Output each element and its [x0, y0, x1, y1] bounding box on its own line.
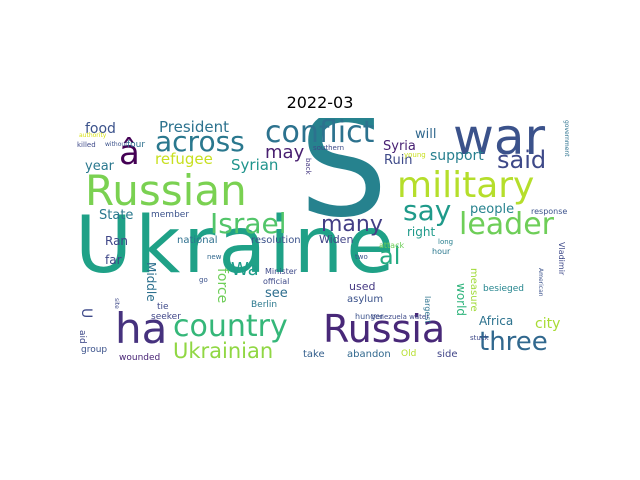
- chart-title: 2022-03: [286, 93, 354, 112]
- word-without: without: [105, 141, 128, 148]
- word-world: world: [454, 283, 468, 317]
- word-killed: killed: [77, 141, 96, 149]
- word-africa: Africa: [479, 314, 514, 328]
- word-right: right: [407, 225, 436, 239]
- word-asylum: asylum: [347, 294, 384, 305]
- word-syria: Syria: [383, 139, 416, 154]
- word-israel: Israel: [210, 207, 287, 240]
- word-hunger: hunger: [355, 312, 384, 321]
- word-s: S: [299, 118, 388, 249]
- word-venezuela-water: Venezuela water: [371, 313, 430, 321]
- word-russia: Russia: [323, 307, 446, 351]
- word-ruin: Ruin: [384, 153, 413, 168]
- word-four: four: [127, 140, 146, 150]
- word-will: will: [415, 127, 437, 142]
- word-seeker: seeker: [151, 312, 181, 322]
- word-official: official: [263, 277, 290, 286]
- word-measure: measure: [468, 268, 479, 312]
- word-across: across: [155, 125, 245, 158]
- word-abandon: abandon: [347, 349, 391, 360]
- word-syrian: Syrian: [231, 156, 279, 174]
- word-authority: authority: [79, 132, 107, 139]
- word-many: many: [321, 212, 383, 237]
- word-military: military: [397, 165, 535, 206]
- word-two: two: [355, 253, 368, 261]
- word-minister: Minister: [265, 267, 297, 276]
- word-force: force: [214, 268, 230, 304]
- word-russian: Russian: [85, 166, 247, 215]
- word-cloud: Ukraine S Russian war conflict military …: [75, 118, 575, 368]
- word-resolution: resolution: [251, 235, 301, 246]
- word-old: Old: [401, 349, 417, 359]
- word-food: food: [85, 121, 116, 137]
- word-city: city: [535, 316, 561, 332]
- word-war: war: [453, 118, 546, 166]
- word-conflict: conflict: [265, 118, 375, 150]
- word-take: take: [303, 349, 325, 360]
- word-used: used: [349, 280, 376, 293]
- word-back: back: [304, 158, 312, 175]
- word-ran: Ran: [105, 234, 129, 248]
- word-go: go: [199, 276, 208, 284]
- word-said: said: [497, 146, 547, 174]
- word-may: may: [265, 142, 305, 163]
- word-president: President: [159, 118, 229, 136]
- word-wa: Wa: [231, 259, 259, 280]
- word-young: young: [404, 151, 426, 159]
- word-largest: largest: [423, 296, 432, 324]
- word-support: support: [430, 148, 484, 164]
- word-national: national: [177, 235, 218, 246]
- word-state: State: [99, 208, 134, 223]
- word-a-circ: â: [119, 133, 140, 173]
- word-group: group: [81, 345, 108, 355]
- word-country: country: [173, 309, 288, 344]
- word-far: far: [105, 253, 122, 267]
- word-attack: attack: [379, 241, 405, 250]
- word-ukrainian: Ukrainian: [173, 339, 274, 363]
- word-side: side: [437, 349, 458, 360]
- word-besieged: besieged: [483, 284, 524, 294]
- word-long: long: [438, 238, 454, 246]
- word-widen: Widen: [319, 233, 354, 246]
- word-three: three: [479, 327, 548, 357]
- word-berlin: Berlin: [251, 300, 278, 310]
- word-u: U: [78, 308, 94, 319]
- word-leader: leader: [459, 207, 555, 242]
- word-government: government: [563, 120, 570, 157]
- word-al: al: [379, 242, 401, 270]
- word-people: people: [470, 202, 515, 217]
- word-refugee: refugee: [155, 150, 213, 168]
- word-middle: Middle: [144, 262, 158, 302]
- word-say: say: [403, 194, 452, 227]
- word-vladimir: Vladimir: [557, 242, 566, 276]
- word-response: response: [531, 207, 568, 216]
- word-ha: ha: [115, 304, 168, 353]
- word-southern: southern: [313, 144, 345, 152]
- word-wounded: wounded: [119, 353, 161, 363]
- word-site: site: [113, 298, 120, 309]
- word-american: American: [537, 268, 544, 297]
- word-ukraine: Ukraine: [75, 201, 398, 291]
- word-member: member: [151, 210, 190, 220]
- word-see: see: [265, 286, 288, 301]
- word-hour: hour: [432, 247, 451, 256]
- word-new: new: [207, 253, 222, 261]
- word-year: year: [85, 159, 115, 174]
- word-stuck: stuck: [470, 334, 489, 342]
- word-aid: aid: [77, 330, 87, 344]
- word-tie: tie: [157, 302, 169, 312]
